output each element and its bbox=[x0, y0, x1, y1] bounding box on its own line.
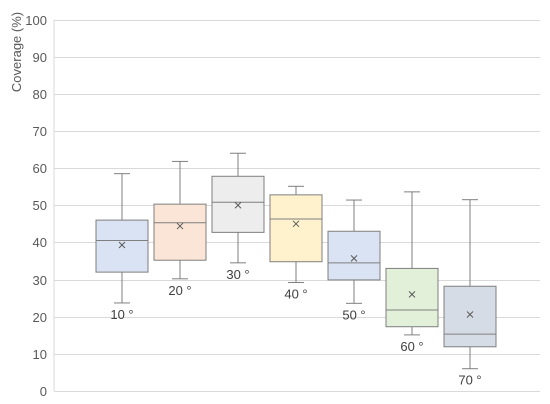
box-group: 40 ° bbox=[269, 185, 323, 302]
category-label: 40 ° bbox=[284, 287, 307, 302]
category-label: 50 ° bbox=[342, 307, 365, 322]
box-group: 30 ° bbox=[211, 152, 265, 282]
category-label: 70 ° bbox=[458, 373, 481, 388]
mean-marker bbox=[350, 255, 358, 262]
y-tick-label: 60 bbox=[33, 161, 47, 176]
y-tick-label: 0 bbox=[40, 384, 47, 399]
mean-marker bbox=[118, 241, 126, 249]
mean-marker bbox=[176, 222, 184, 230]
category-label: 20 ° bbox=[168, 283, 191, 298]
iqr-box bbox=[269, 194, 323, 263]
box-group: 50 ° bbox=[327, 199, 381, 322]
mean-marker bbox=[234, 201, 242, 209]
y-tick-label: 90 bbox=[33, 50, 47, 65]
iqr-box bbox=[327, 230, 381, 281]
y-tick-label: 80 bbox=[33, 87, 47, 102]
y-tick-label: 70 bbox=[33, 124, 47, 139]
box-group: 60 ° bbox=[385, 191, 439, 354]
category-label: 10 ° bbox=[110, 307, 133, 322]
y-tick-label: 100 bbox=[25, 13, 47, 28]
box-group: 20 ° bbox=[153, 160, 207, 298]
mean-marker bbox=[466, 311, 474, 318]
y-axis: 0 10 20 30 40 50 60 70 80 90 100 bbox=[25, 13, 55, 399]
iqr-box bbox=[95, 219, 149, 273]
mean-marker bbox=[292, 220, 300, 228]
box-group: 70 ° bbox=[443, 199, 497, 388]
boxes: 10 ° 20 ° 30 ° 40 ° 50 ° 60 ° 70 ° bbox=[95, 152, 497, 388]
category-label: 30 ° bbox=[226, 267, 249, 282]
y-tick-label: 20 bbox=[33, 310, 47, 325]
iqr-box bbox=[443, 285, 497, 348]
box-group: 10 ° bbox=[95, 173, 149, 322]
iqr-box bbox=[385, 267, 439, 328]
iqr-box bbox=[153, 203, 207, 261]
y-tick-label: 40 bbox=[33, 235, 47, 250]
y-axis-title: Coverage (%) bbox=[9, 12, 24, 92]
y-tick-label: 50 bbox=[33, 198, 47, 213]
iqr-box bbox=[211, 175, 265, 233]
mean-marker bbox=[408, 291, 416, 298]
y-tick-label: 10 bbox=[33, 347, 47, 362]
category-label: 60 ° bbox=[400, 339, 423, 354]
y-tick-label: 30 bbox=[33, 273, 47, 288]
